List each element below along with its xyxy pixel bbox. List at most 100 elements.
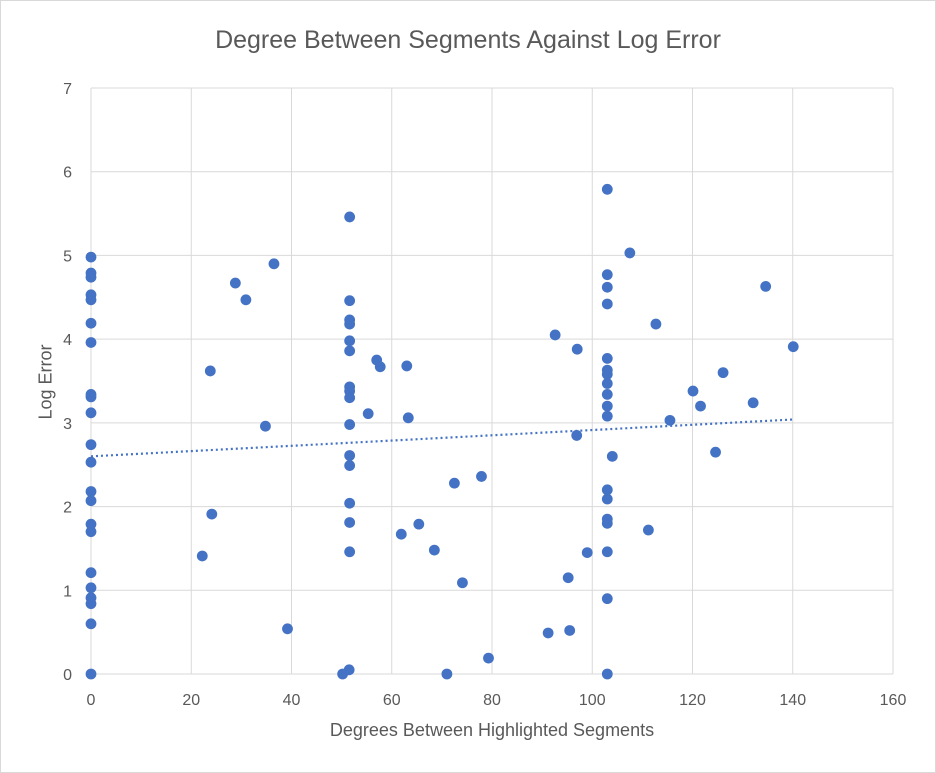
data-point	[695, 400, 706, 412]
data-point	[601, 400, 613, 412]
data-point	[571, 343, 583, 355]
data-point	[542, 627, 554, 639]
y-tick-label: 0	[63, 667, 72, 684]
data-point	[601, 378, 613, 389]
data-point	[413, 518, 425, 530]
data-point	[344, 460, 356, 471]
data-point	[601, 493, 613, 505]
data-point	[344, 450, 356, 461]
data-points	[85, 183, 799, 680]
data-point	[787, 341, 799, 353]
data-point	[344, 345, 356, 357]
data-point	[85, 391, 97, 403]
data-point	[344, 295, 356, 307]
data-point	[601, 517, 613, 529]
data-point	[606, 450, 618, 462]
data-point	[601, 484, 613, 496]
y-tick-label: 1	[63, 583, 72, 600]
data-point	[601, 269, 613, 281]
data-point	[206, 508, 218, 520]
data-point	[601, 183, 613, 195]
data-point	[85, 317, 97, 329]
data-point	[710, 446, 721, 458]
x-tick-label: 40	[283, 692, 301, 709]
x-tick-label: 0	[87, 692, 96, 709]
data-point	[85, 526, 97, 538]
data-point	[581, 547, 593, 559]
x-tick-label: 100	[579, 692, 606, 709]
data-point	[601, 352, 613, 364]
data-point	[344, 335, 356, 347]
data-point	[601, 410, 613, 422]
data-point	[476, 471, 487, 482]
data-point	[344, 318, 356, 330]
data-point	[85, 495, 97, 507]
data-point	[395, 528, 407, 540]
data-point	[747, 397, 759, 409]
data-point	[717, 367, 729, 379]
data-point	[344, 419, 356, 430]
data-point	[85, 582, 97, 594]
data-point	[564, 625, 576, 636]
data-point	[268, 258, 280, 270]
data-point	[571, 430, 583, 441]
data-point	[85, 668, 97, 680]
data-point	[344, 546, 356, 558]
data-point	[601, 668, 613, 680]
data-point	[344, 392, 356, 404]
data-point	[85, 486, 97, 497]
data-point	[601, 388, 613, 400]
data-point	[402, 412, 414, 424]
data-point	[344, 517, 356, 528]
data-point	[624, 247, 636, 259]
x-tick-label: 20	[182, 692, 200, 709]
data-point	[344, 497, 356, 509]
data-point	[441, 668, 453, 680]
data-point	[642, 524, 654, 536]
data-point	[85, 271, 97, 283]
data-point	[428, 544, 440, 556]
y-tick-label: 3	[63, 416, 72, 433]
x-tick-label: 120	[679, 692, 706, 709]
gridlines	[90, 87, 894, 675]
x-tick-label: 80	[483, 692, 501, 709]
data-point	[650, 318, 662, 330]
data-point	[401, 360, 413, 372]
data-point	[687, 385, 699, 397]
tick-labels: 0 1 2 3 4 5 6 7 0 20 40 60 80 100 120 140 160	[63, 81, 906, 709]
y-tick-label: 2	[63, 500, 72, 517]
data-point	[601, 546, 613, 558]
data-point	[483, 652, 494, 664]
chart-title: Degree Between Segments Against Log Erro…	[215, 26, 721, 54]
data-point	[343, 664, 355, 676]
data-point	[562, 572, 574, 584]
trendline-layer	[90, 418, 793, 458]
data-point	[601, 593, 613, 605]
data-point	[229, 277, 241, 289]
data-point	[374, 361, 386, 373]
data-point	[85, 456, 97, 468]
data-point	[760, 281, 772, 292]
y-tick-label: 6	[63, 165, 72, 182]
data-point	[85, 439, 97, 451]
data-point	[282, 623, 293, 635]
data-point	[85, 567, 97, 579]
y-tick-label: 7	[63, 81, 72, 98]
x-tick-label: 160	[880, 692, 907, 709]
data-point	[449, 477, 460, 489]
data-point	[204, 365, 216, 377]
data-point	[664, 414, 676, 426]
x-axis-label: Degrees Between Highlighted Segments	[329, 720, 655, 740]
data-point	[260, 420, 271, 432]
data-point	[457, 577, 468, 589]
x-tick-label: 60	[383, 692, 401, 709]
data-point	[85, 294, 97, 306]
data-point	[344, 211, 356, 223]
data-point	[601, 368, 613, 380]
data-point	[85, 518, 97, 530]
data-point	[85, 618, 97, 630]
trendline	[90, 418, 793, 458]
data-point	[601, 281, 613, 293]
